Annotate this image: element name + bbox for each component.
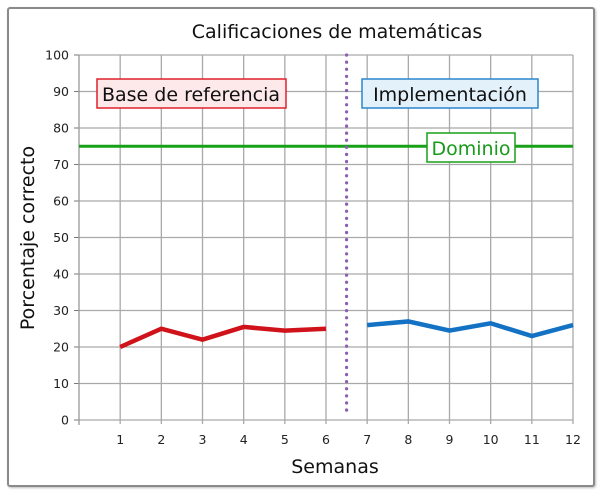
x-tick-label: 1 xyxy=(116,432,124,447)
x-tick-label: 8 xyxy=(404,432,412,447)
y-tick-label: 0 xyxy=(61,413,69,428)
grid xyxy=(74,54,574,425)
x-tick-label: 12 xyxy=(565,432,581,447)
mastery-label: Dominio xyxy=(432,138,511,160)
x-tick-label: 6 xyxy=(322,432,330,447)
y-tick-label: 100 xyxy=(45,48,69,63)
baseline-annotation: Base de referencia xyxy=(96,78,287,109)
x-tick-label: 5 xyxy=(281,432,289,447)
x-axis-ticks: 1 2 3 4 5 6 7 8 9 10 11 12 xyxy=(116,432,581,447)
baseline-label: Base de referencia xyxy=(102,84,280,106)
y-tick-label: 20 xyxy=(53,340,69,355)
y-tick-label: 30 xyxy=(53,303,69,318)
x-tick-label: 7 xyxy=(363,432,371,447)
y-tick-label: 60 xyxy=(53,194,69,209)
baseline-series-line xyxy=(119,324,327,350)
y-tick-label: 10 xyxy=(53,376,69,391)
y-axis-ticks: 0 10 20 30 40 50 60 70 80 90 100 xyxy=(45,48,69,428)
implementation-annotation: Implementación xyxy=(361,78,539,109)
implementation-label: Implementación xyxy=(373,84,527,106)
x-tick-label: 2 xyxy=(157,432,165,447)
mastery-annotation: Dominio xyxy=(426,132,516,163)
x-tick-label: 11 xyxy=(524,432,540,447)
y-tick-label: 80 xyxy=(53,121,69,136)
y-tick-label: 90 xyxy=(53,84,69,99)
x-tick-label: 4 xyxy=(240,432,248,447)
y-tick-label: 70 xyxy=(53,157,69,172)
y-tick-label: 50 xyxy=(53,230,69,245)
x-tick-label: 10 xyxy=(483,432,499,447)
x-axis-label: Semanas xyxy=(291,456,379,478)
x-tick-label: 9 xyxy=(446,432,454,447)
y-tick-label: 40 xyxy=(53,267,69,282)
implementation-series-line xyxy=(366,319,574,339)
y-axis-label: Porcentaje correcto xyxy=(17,146,39,330)
x-tick-label: 3 xyxy=(199,432,207,447)
series-lines xyxy=(119,319,574,350)
chart-title: Calificaciones de matemáticas xyxy=(192,21,483,43)
